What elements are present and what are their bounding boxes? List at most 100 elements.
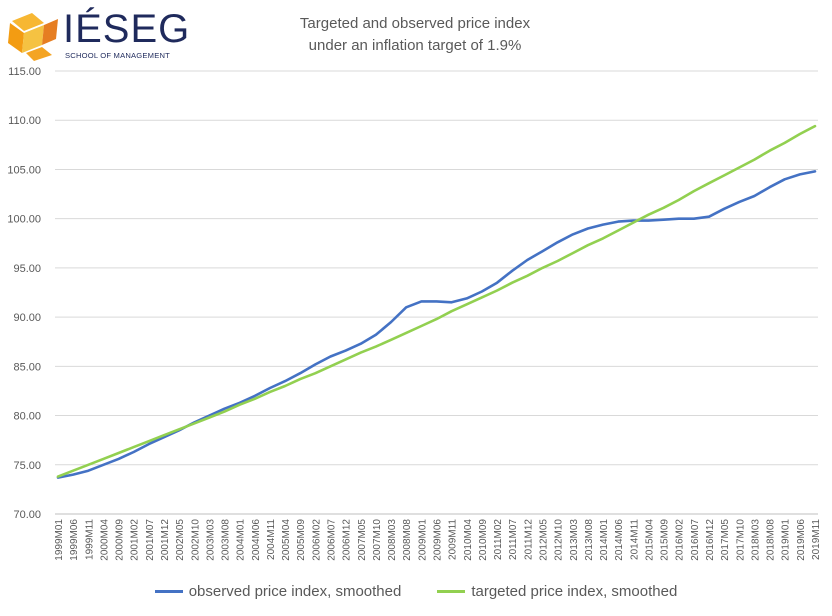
x-tick-label: 2015M04 bbox=[644, 519, 655, 561]
legend: observed price index, smoothed targeted … bbox=[0, 583, 832, 600]
x-tick-label: 2006M07 bbox=[327, 519, 338, 561]
observed-data-point bbox=[753, 195, 756, 197]
targeted-data-point bbox=[269, 391, 271, 393]
chart-title-line-1: Targeted and observed price index bbox=[299, 15, 531, 32]
targeted-data-point bbox=[541, 267, 544, 269]
observed-data-point bbox=[269, 387, 271, 389]
targeted-data-point bbox=[329, 365, 332, 368]
targeted-data-point bbox=[556, 260, 559, 262]
legend-swatch-targeted bbox=[437, 590, 466, 593]
observed-data-point bbox=[496, 281, 498, 284]
targeted-data-point bbox=[314, 372, 317, 375]
x-tick-label: 2017M10 bbox=[735, 519, 746, 561]
ieseg-logo: IÉSEG SCHOOL OF MANAGEMENT bbox=[6, 7, 189, 63]
observed-data-point bbox=[163, 436, 165, 439]
targeted-data-point bbox=[783, 142, 786, 144]
targeted-data-point bbox=[132, 446, 135, 448]
x-tick-label: 2007M10 bbox=[372, 519, 383, 561]
targeted-data-point bbox=[602, 237, 604, 240]
observed-data-point bbox=[587, 227, 589, 230]
targeted-data-point bbox=[163, 434, 165, 437]
x-tick-label: 2019M01 bbox=[781, 519, 792, 561]
x-tick-label: 2016M07 bbox=[690, 519, 701, 561]
observed-data-point bbox=[799, 173, 801, 176]
legend-item-targeted: targeted price index, smoothed bbox=[437, 583, 677, 600]
observed-data-point bbox=[783, 178, 786, 181]
targeted-data-point bbox=[526, 274, 529, 277]
targeted-data-point bbox=[450, 310, 453, 313]
targeted-data-point bbox=[571, 252, 574, 254]
observed-data-point bbox=[738, 201, 741, 203]
targeted-data-point bbox=[405, 332, 408, 334]
x-tick-label: 2003M03 bbox=[205, 519, 216, 561]
x-tick-label: 2007M05 bbox=[357, 519, 368, 561]
x-tick-label: 2012M05 bbox=[538, 519, 549, 561]
x-tick-label: 2019M11 bbox=[811, 519, 822, 560]
x-tick-label: 2008M03 bbox=[387, 519, 398, 561]
observed-data-point bbox=[677, 217, 680, 220]
targeted-data-point bbox=[662, 207, 665, 209]
observed-data-point bbox=[481, 290, 483, 293]
targeted-data-point bbox=[178, 428, 180, 431]
logo-name: IÉSEG bbox=[63, 7, 191, 51]
observed-data-point bbox=[693, 217, 695, 220]
targeted-data-point bbox=[814, 125, 816, 127]
ieseg-cube-icon bbox=[8, 13, 58, 61]
x-tick-label: 2004M01 bbox=[236, 519, 247, 561]
x-tick-label: 2018M03 bbox=[750, 519, 761, 561]
targeted-data-point bbox=[254, 398, 256, 400]
targeted-data-point bbox=[208, 416, 211, 419]
targeted-data-point bbox=[465, 303, 468, 306]
observed-data-point bbox=[390, 321, 392, 323]
targeted-data-point bbox=[390, 338, 392, 341]
x-tick-label: 2002M10 bbox=[190, 519, 201, 561]
line-chart: 70.00 75.00 80.00 85.00 90.00 95.00 100.00 105.… bbox=[7, 66, 822, 561]
observed-data-point bbox=[602, 223, 604, 226]
x-tick-label: 2012M10 bbox=[554, 519, 565, 561]
x-tick-label: 2000M09 bbox=[115, 519, 126, 561]
x-tick-label: 2016M12 bbox=[705, 519, 716, 561]
x-tick-label: 2015M09 bbox=[660, 519, 671, 561]
observed-data-point bbox=[132, 451, 135, 453]
x-tick-label: 2013M08 bbox=[584, 519, 595, 561]
targeted-data-point bbox=[632, 221, 635, 224]
targeted-data-point bbox=[360, 351, 362, 354]
observed-data-point bbox=[723, 208, 725, 210]
y-tick-label: 115.00 bbox=[8, 66, 41, 78]
x-tick-label: 2014M11 bbox=[629, 519, 640, 560]
x-tick-label: 2013M03 bbox=[569, 519, 580, 561]
observed-data-point bbox=[647, 219, 650, 222]
observed-data-point bbox=[511, 270, 513, 272]
y-tick-label: 105.00 bbox=[7, 164, 41, 176]
x-tick-label: 2014M01 bbox=[599, 519, 610, 561]
observed-data-point bbox=[662, 218, 665, 221]
x-tick-label: 2005M04 bbox=[281, 519, 292, 561]
observed-data-point bbox=[617, 220, 619, 223]
chart-title-line-2: under an inflation target of 1.9% bbox=[308, 37, 522, 54]
observed-data-point bbox=[450, 301, 453, 304]
x-tick-label: 2000M04 bbox=[99, 519, 110, 561]
observed-data-point bbox=[541, 250, 544, 252]
y-tick-label: 90.00 bbox=[13, 312, 41, 324]
x-tick-label: 2001M07 bbox=[145, 519, 156, 561]
x-tick-label: 2016M02 bbox=[675, 519, 686, 561]
x-tick-label: 2002M05 bbox=[175, 519, 186, 561]
targeted-data-point bbox=[677, 199, 680, 201]
observed-data-point bbox=[708, 215, 710, 218]
targeted-data-point bbox=[238, 403, 241, 406]
observed-data-point bbox=[148, 443, 150, 445]
observed-data-point bbox=[420, 300, 423, 303]
x-tick-label: 2011M07 bbox=[508, 519, 519, 560]
targeted-data-point bbox=[117, 452, 120, 454]
observed-data-point bbox=[465, 297, 468, 300]
targeted-data-point bbox=[587, 244, 589, 247]
x-tick-label: 2009M11 bbox=[448, 519, 459, 560]
x-tick-label: 2014M06 bbox=[614, 519, 625, 561]
observed-data-point bbox=[329, 355, 332, 358]
observed-data-point bbox=[556, 241, 559, 244]
y-tick-label: 110.00 bbox=[8, 115, 41, 127]
x-tick-label: 2005M09 bbox=[296, 519, 307, 561]
x-tick-label: 2008M08 bbox=[402, 519, 413, 561]
targeted-data-point bbox=[693, 190, 695, 192]
targeted-data-point bbox=[511, 281, 513, 284]
